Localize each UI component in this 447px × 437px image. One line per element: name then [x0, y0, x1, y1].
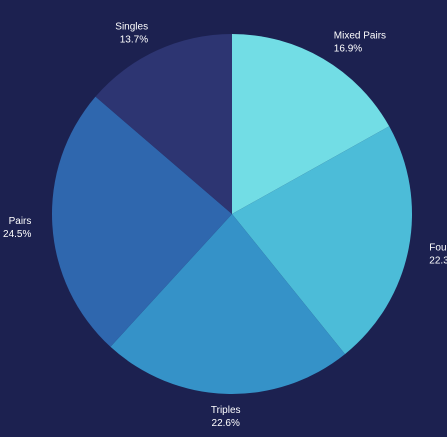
pie-label-value: 13.7%: [120, 34, 148, 45]
pie-label-value: 24.5%: [3, 229, 31, 240]
pie-label-value: 22.3%: [429, 255, 447, 266]
pie-label-name: Fours: [429, 242, 447, 253]
pie-label-mixed-pairs: Mixed Pairs 16.9%: [334, 31, 386, 55]
pie-slice-pairs: [51, 96, 233, 347]
pie-label-singles: Singles 13.7%: [115, 21, 148, 45]
pie-label-name: Singles: [115, 21, 148, 32]
pie-label-pairs: Pairs 24.5%: [3, 216, 31, 240]
pie-label-fours: Fours 22.3%: [429, 242, 447, 266]
pie-label-name: Triples: [211, 405, 241, 416]
pie-label-name: Pairs: [9, 216, 32, 227]
pie-slice-triples: [110, 214, 345, 394]
pie-label-name: Mixed Pairs: [334, 31, 386, 42]
pie-label-triples: Triples 22.6%: [211, 405, 241, 429]
pie-labels: Mixed Pairs 16.9% Fours 22.3% Triples 22.6% Pa…: [3, 21, 447, 429]
pie-slice-singles: [95, 34, 233, 214]
pie-slice-fours: [232, 126, 413, 355]
pie-slices: [51, 34, 413, 394]
pie-slice-mixed-pairs: [232, 34, 390, 214]
pie-label-value: 22.6%: [212, 418, 240, 429]
pie-label-value: 16.9%: [334, 44, 362, 55]
